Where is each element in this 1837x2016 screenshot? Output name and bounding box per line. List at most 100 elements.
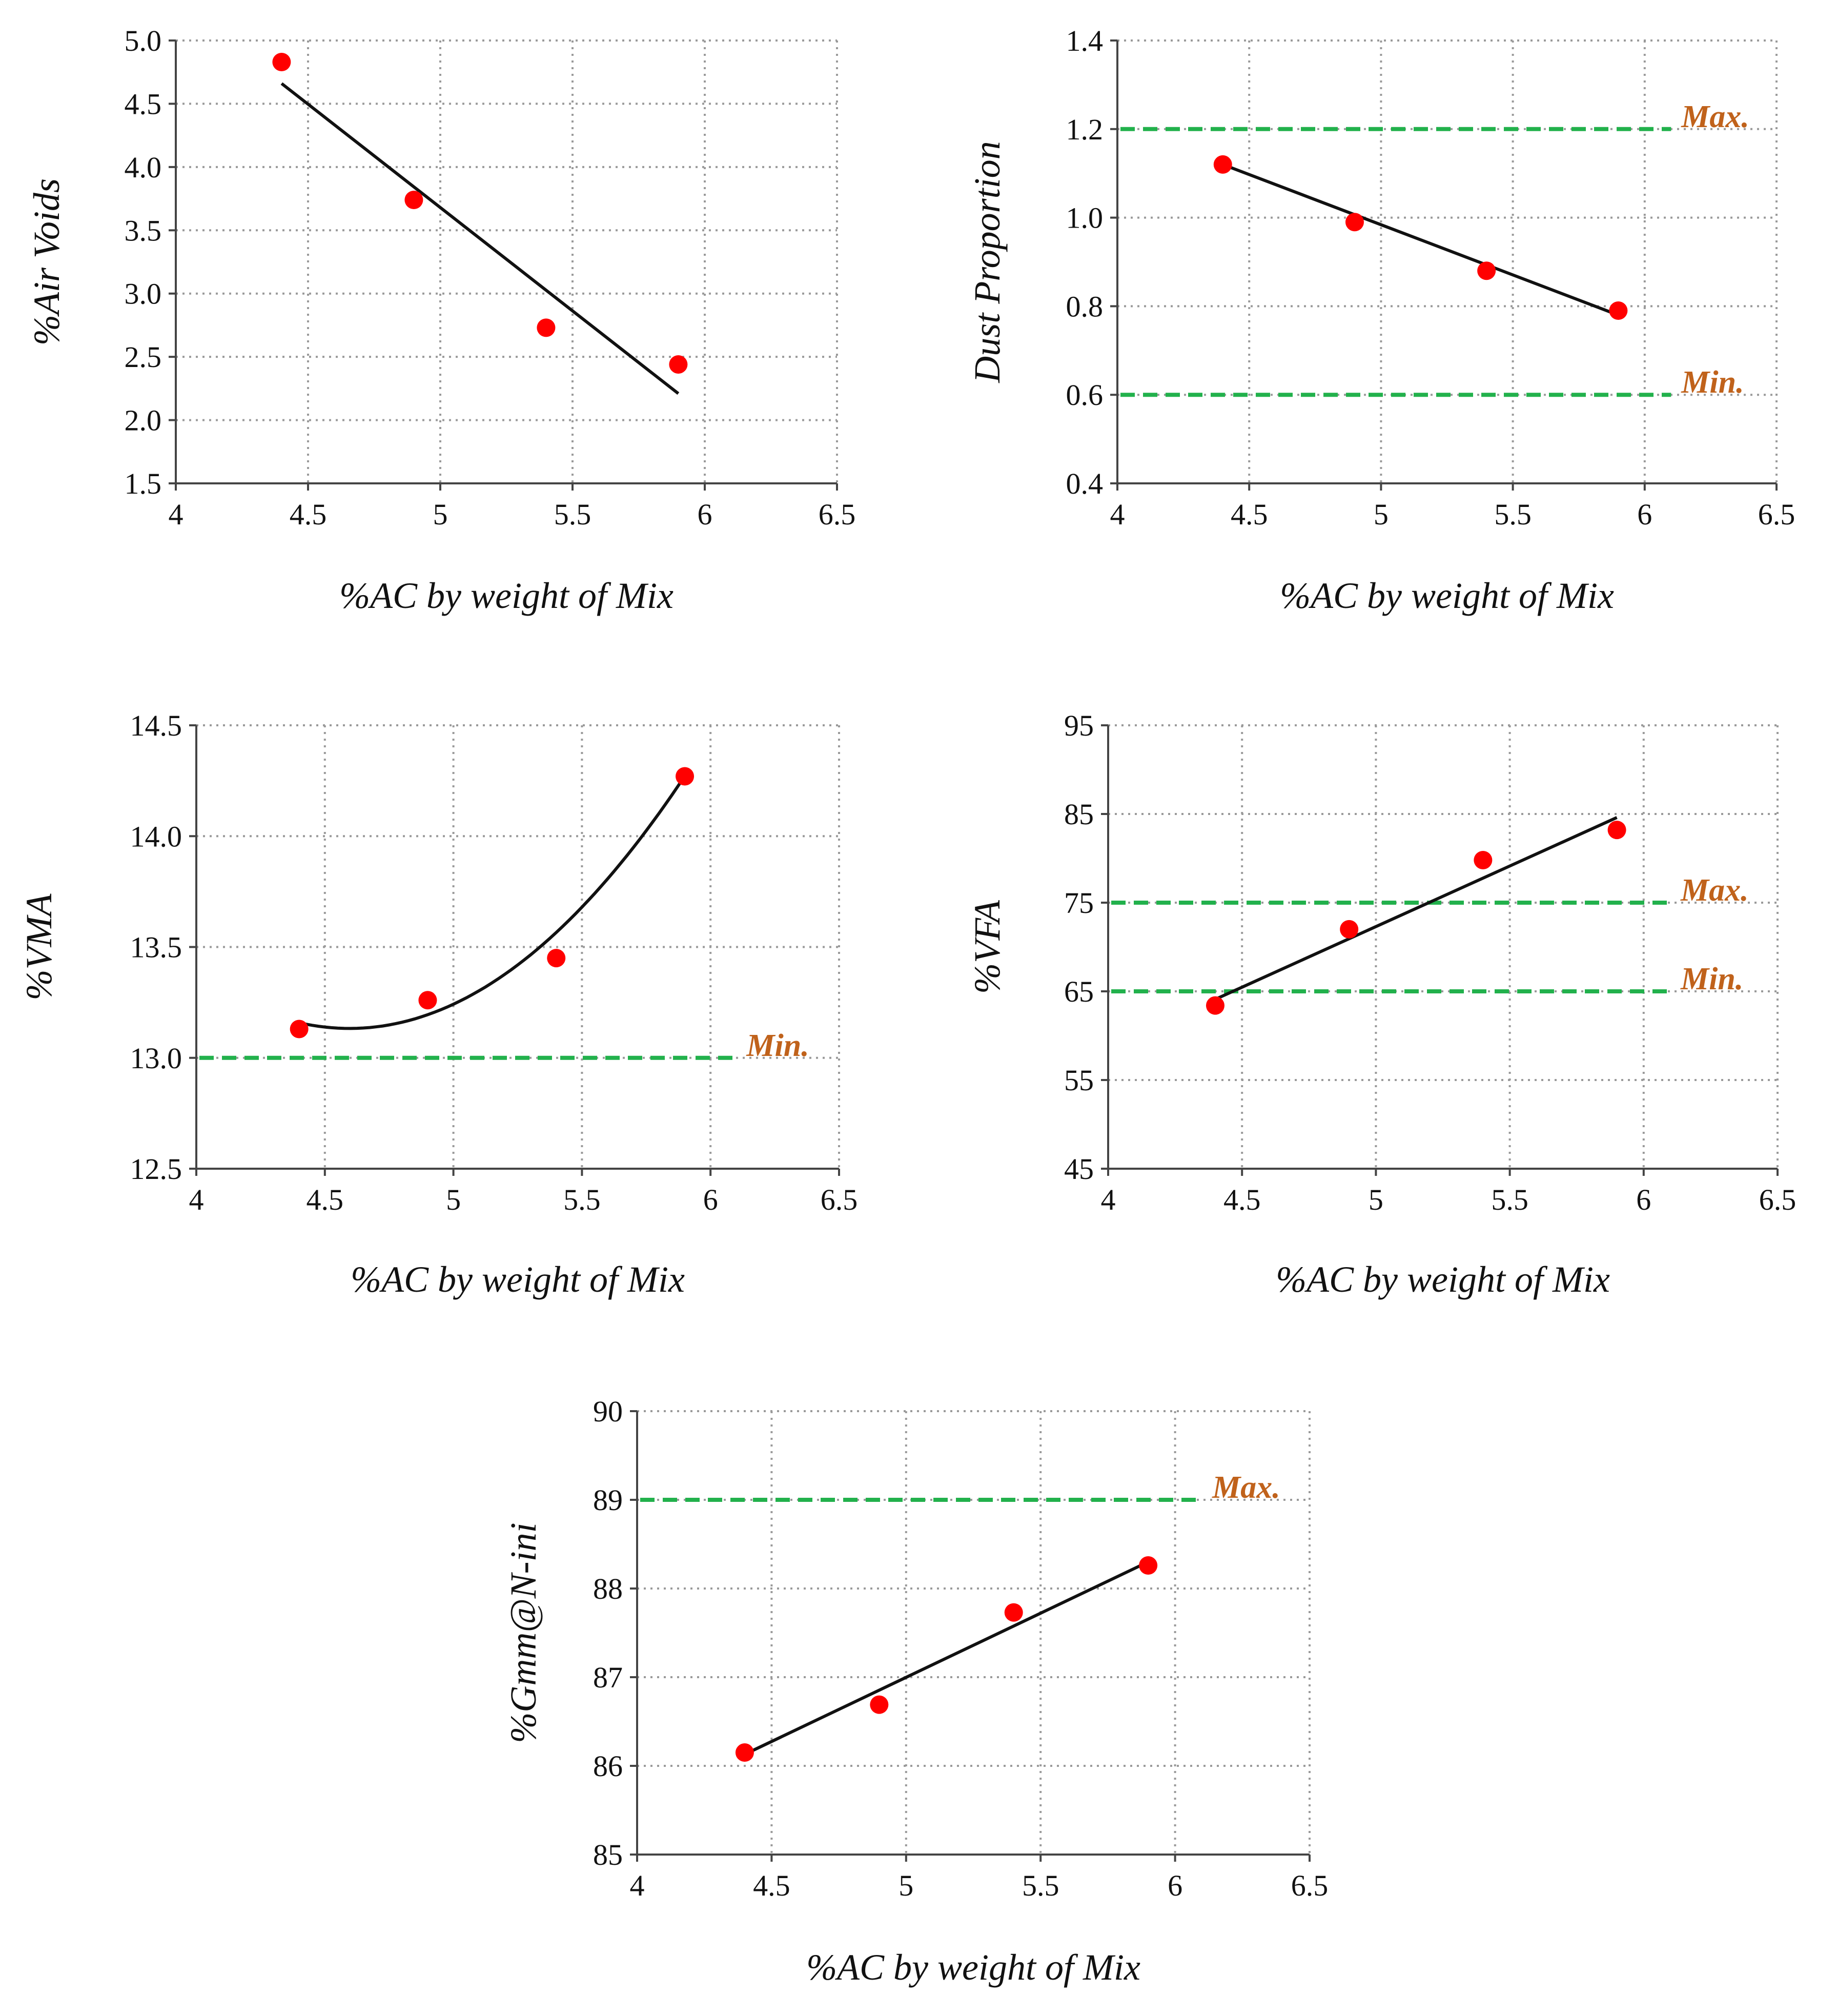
y-tick-label: 89 [593,1483,623,1517]
y-tick-label: 3.5 [125,214,162,247]
y-tick-label: 14.5 [130,709,182,742]
x-tick-label: 4.5 [290,498,327,531]
y-tick-label: 2.0 [125,404,162,437]
y-tick-label: 13.5 [130,931,182,964]
y-tick-label: 55 [1064,1064,1094,1097]
y-axis-title: %Gmm@N-ini [503,1522,544,1743]
x-axis-title: %AC by weight of Mix [1276,1259,1610,1300]
y-axis-title: Dust Proportion [967,141,1008,383]
data-point [676,767,695,786]
x-tick-label: 4.5 [1223,1183,1261,1216]
y-tick-label: 95 [1064,709,1094,742]
x-tick-label: 6.5 [821,1183,858,1216]
trend-line [1214,816,1618,1001]
y-axis-title: %Air Voids [26,178,67,345]
trend-line [280,82,680,395]
data-point [1477,261,1496,280]
x-tick-label: 6 [1168,1869,1182,1902]
x-tick-label: 6 [1636,1183,1651,1216]
y-tick-label: 14.0 [130,820,182,853]
y-tick-label: 85 [593,1838,623,1871]
x-axis-title: %AC by weight of Mix [1280,575,1614,616]
data-point [404,191,423,210]
data-point [547,949,566,968]
x-tick-label: 5 [446,1183,461,1216]
data-point [1474,850,1493,869]
y-tick-label: 75 [1064,886,1094,920]
y-axis-title: %VFA [967,900,1008,994]
y-tick-label: 0.4 [1066,467,1104,500]
x-tick-label: 6.5 [1291,1869,1329,1902]
chart-gmm-nini: 4 4.5 5 5.5 6 6.5 85 86 87 88 89 90 %AC by weight of… [503,1395,1328,1988]
y-tick-label: 85 [1064,798,1094,831]
x-tick-label: 6.5 [1759,1183,1797,1216]
data-point [1004,1603,1023,1622]
limit-label: Max. [1680,873,1749,908]
data-point [418,991,437,1010]
y-tick-label: 4.0 [125,151,162,184]
x-tick-label: 5.5 [554,498,591,531]
x-axis-title: %AC by weight of Mix [351,1259,685,1300]
x-tick-label: 5.5 [1494,498,1532,531]
y-tick-label: 1.2 [1066,113,1104,146]
y-tick-label: 2.5 [125,340,162,374]
data-point [1609,301,1628,320]
chart-vma: 4 4.5 5 5.5 6 6.5 12.5 13.0 13.5 14.0 14.5 %AC by w… [18,709,858,1300]
x-tick-label: 6.5 [1758,498,1795,531]
x-tick-label: 4 [189,1183,204,1216]
data-point [290,1020,309,1038]
data-point [1206,996,1224,1015]
x-tick-label: 4 [1101,1183,1116,1216]
limit-label: Max. [1212,1470,1280,1505]
limit-label: Min. [1681,365,1744,400]
y-tick-label: 88 [593,1572,623,1605]
y-tick-label: 1.5 [125,467,162,500]
x-tick-label: 5 [1374,498,1389,531]
data-point [1213,155,1232,174]
data-point [735,1743,754,1762]
x-tick-label: 4 [1110,498,1125,531]
x-tick-label: 4.5 [753,1869,790,1902]
y-tick-label: 1.0 [1066,201,1104,235]
x-tick-label: 5.5 [1022,1869,1059,1902]
x-tick-label: 4 [630,1869,645,1902]
y-tick-label: 0.6 [1066,378,1104,412]
data-point [870,1695,889,1714]
y-tick-label: 90 [593,1395,623,1428]
y-tick-label: 5.0 [125,24,162,57]
x-tick-label: 6 [1637,498,1652,531]
chart-air-voids: 4 4.5 5 5.5 6 6.5 1.5 2.0 2.5 3.0 3.5 4.0 4.5 5.0 %AC … [26,24,855,616]
data-point [272,52,291,71]
y-tick-label: 87 [593,1661,623,1694]
y-tick-label: 3.0 [125,277,162,311]
x-tick-label: 5 [433,498,448,531]
x-tick-label: 4 [169,498,183,531]
y-tick-label: 45 [1064,1152,1094,1186]
x-tick-label: 5 [1369,1183,1383,1216]
x-tick-label: 6 [698,498,712,531]
y-tick-label: 86 [593,1749,623,1783]
x-tick-label: 5.5 [563,1183,601,1216]
x-tick-label: 5 [899,1869,913,1902]
limit-label: Min. [1680,962,1743,996]
x-tick-label: 4.5 [1231,498,1268,531]
x-axis-title: %AC by weight of Mix [339,575,673,616]
trend-line [744,1560,1149,1756]
data-point [1607,821,1626,840]
y-tick-label: 1.4 [1066,24,1104,57]
limit-label: Max. [1681,99,1749,134]
limit-label: Min. [746,1028,809,1063]
data-point [1340,920,1359,939]
chart-vfa: 4 4.5 5 5.5 6 6.5 45 55 65 75 85 95 %AC by weight of… [967,709,1796,1300]
y-tick-label: 13.0 [130,1042,182,1075]
y-tick-label: 4.5 [125,87,162,120]
data-point [1139,1556,1158,1575]
trend-line [1222,163,1619,317]
y-axis-title: %VMA [18,893,59,1001]
data-point [669,355,688,374]
x-axis-title: %AC by weight of Mix [806,1947,1140,1988]
x-tick-label: 6.5 [819,498,856,531]
y-tick-label: 0.8 [1066,290,1104,323]
y-tick-label: 65 [1064,975,1094,1008]
